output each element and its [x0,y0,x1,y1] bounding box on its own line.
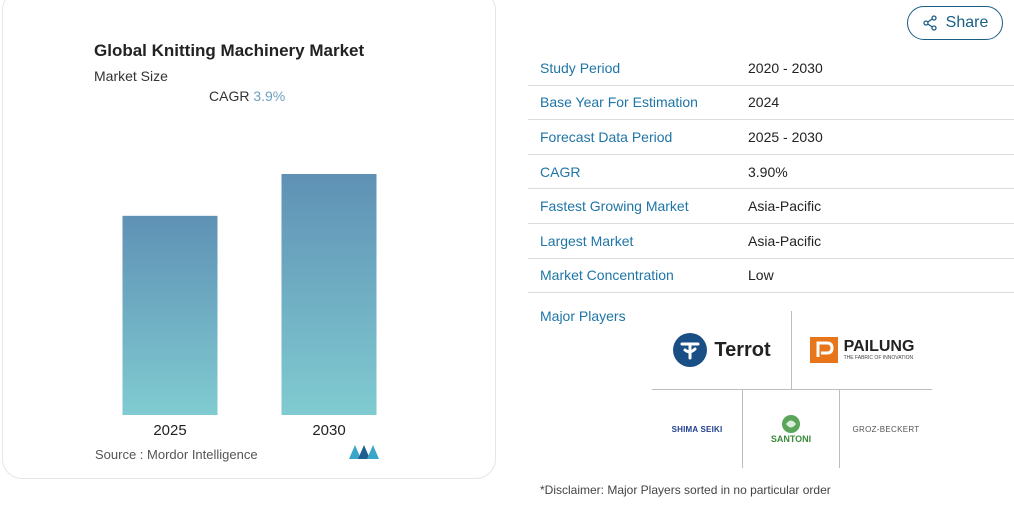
market-snapshot-table: Study Period 2020 - 2030 Base Year For E… [528,51,1014,294]
x-tick-label: 2030 [312,422,345,439]
player-santoni: SANTONI [743,390,840,468]
row-key: CAGR [540,163,581,180]
terrot-name: Terrot [714,338,771,361]
row-key: Base Year For Estimation [540,94,698,111]
row-value: 2025 - 2030 [748,128,823,145]
cagr-value: 3.9% [253,88,286,104]
groz-beckert-name: GROZ-BECKERT [852,424,920,434]
row-value: 2024 [748,94,780,111]
major-players-label: Major Players [540,308,626,324]
table-row: Study Period 2020 - 2030 [528,51,1014,86]
cagr-label: CAGR [209,88,250,104]
table-row: Fastest Growing Market Asia-Pacific [528,189,1014,224]
table-row: Base Year For Estimation 2024 [528,86,1014,121]
mordor-intelligence-logo [349,445,379,459]
row-key: Study Period [540,59,621,76]
bar-2025 [122,215,218,415]
row-value: Asia-Pacific [748,232,822,249]
chart-subtitle: Market Size [94,68,168,84]
row-key: Largest Market [540,232,634,249]
player-shima-seiki: SHIMA SEIKI [652,390,743,468]
player-terrot: Terrot [652,311,792,389]
row-key: Forecast Data Period [540,128,673,145]
row-value: 3.90% [748,163,788,180]
terrot-logo-icon [673,333,708,367]
chart-title: Global Knitting Machinery Market [94,41,365,60]
row-value: 2020 - 2030 [748,59,823,76]
shima-seiki-name: SHIMA SEIKI [671,424,723,434]
row-key: Market Concentration [540,267,674,284]
major-players-grid: Terrot PAILUNG THE FABRIC OF INNOVATION … [652,311,932,469]
table-row: CAGR 3.90% [528,155,1014,190]
santoni-name: SANTONI [770,434,812,444]
row-value: Low [748,267,774,284]
player-pailung: PAILUNG THE FABRIC OF INNOVATION [792,311,932,389]
bar-chart: 2025 2030 [122,174,377,439]
share-button[interactable]: Share [907,6,1003,40]
source-note: Source : Mordor Intelligence [95,447,258,462]
pailung-logo-icon [809,337,838,363]
bar-2030 [281,174,377,415]
table-row: Forecast Data Period 2025 - 2030 [528,120,1014,155]
cagr-summary: CAGR 3.9% [209,88,285,104]
market-size-card: Global Knitting Machinery Market Market … [2,0,496,479]
table-row: Market Concentration Low [528,259,1014,294]
x-tick-label: 2025 [153,422,186,439]
player-groz-beckert: GROZ-BECKERT [840,390,932,468]
row-value: Asia-Pacific [748,198,822,215]
share-label: Share [945,14,989,31]
share-icon [922,15,937,31]
pailung-tagline: THE FABRIC OF INNOVATION [843,355,914,361]
table-row: Largest Market Asia-Pacific [528,224,1014,259]
pailung-name: PAILUNG [843,338,915,355]
disclaimer-note: *Disclaimer: Major Players sorted in no … [540,483,831,497]
row-key: Fastest Growing Market [540,198,689,215]
santoni-logo-icon [782,415,800,433]
